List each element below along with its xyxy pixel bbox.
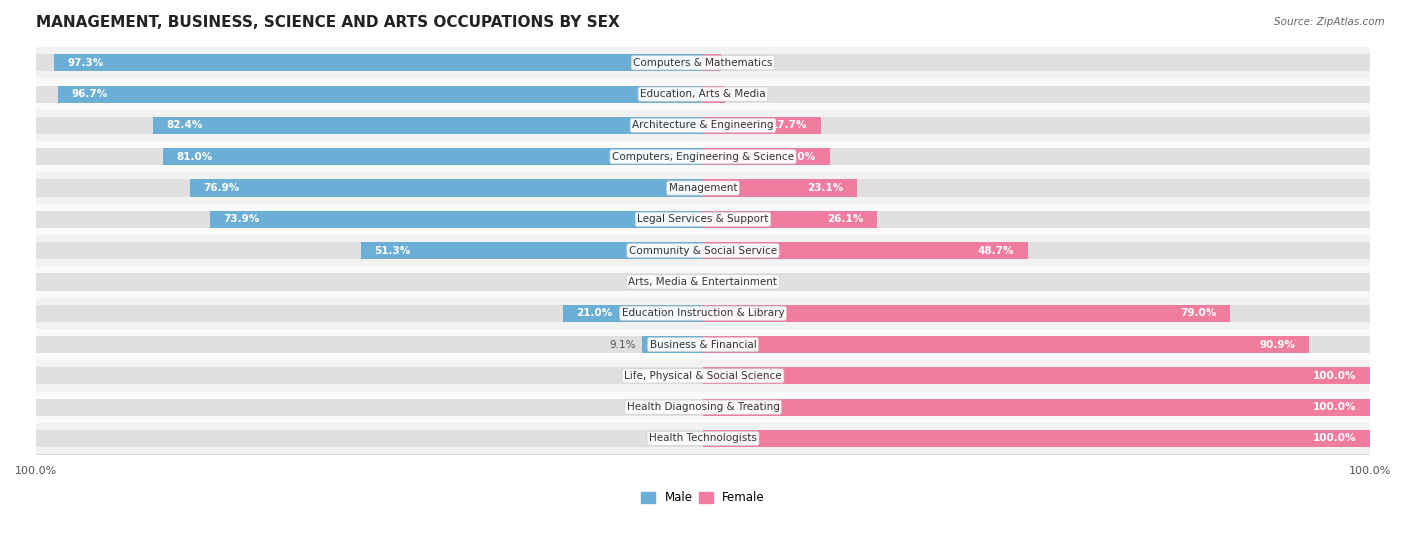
Bar xyxy=(37,203,1369,235)
Text: 21.0%: 21.0% xyxy=(576,308,613,318)
Bar xyxy=(703,179,858,197)
Text: Arts, Media & Entertainment: Arts, Media & Entertainment xyxy=(628,277,778,287)
Text: 9.1%: 9.1% xyxy=(609,339,636,349)
Text: Architecture & Engineering: Architecture & Engineering xyxy=(633,120,773,130)
Bar xyxy=(643,336,703,353)
Bar xyxy=(37,297,1369,329)
Bar xyxy=(37,399,1369,416)
Text: Education, Arts & Media: Education, Arts & Media xyxy=(640,89,766,99)
Bar xyxy=(37,266,1369,297)
Text: 26.1%: 26.1% xyxy=(828,214,863,224)
Bar xyxy=(703,336,1309,353)
Bar xyxy=(703,399,1369,416)
Bar xyxy=(703,430,1369,447)
Text: Life, Physical & Social Science: Life, Physical & Social Science xyxy=(624,371,782,381)
Text: 48.7%: 48.7% xyxy=(979,245,1015,255)
Bar xyxy=(37,179,1369,197)
Bar xyxy=(37,360,1369,391)
Bar xyxy=(37,242,1369,259)
Text: Legal Services & Support: Legal Services & Support xyxy=(637,214,769,224)
Bar xyxy=(703,305,1230,322)
Bar xyxy=(703,54,721,72)
Bar xyxy=(58,86,703,103)
Text: 79.0%: 79.0% xyxy=(1180,308,1216,318)
Text: 76.9%: 76.9% xyxy=(204,183,240,193)
Bar xyxy=(163,148,703,165)
Text: Community & Social Service: Community & Social Service xyxy=(628,245,778,255)
Bar xyxy=(562,305,703,322)
Text: Management: Management xyxy=(669,183,737,193)
Text: 0.0%: 0.0% xyxy=(671,402,696,412)
Bar xyxy=(209,211,703,228)
Text: 17.7%: 17.7% xyxy=(772,120,807,130)
Text: 0.0%: 0.0% xyxy=(671,371,696,381)
Text: 73.9%: 73.9% xyxy=(224,214,260,224)
Text: 3.3%: 3.3% xyxy=(731,89,758,99)
Bar xyxy=(37,211,1369,228)
Text: 100.0%: 100.0% xyxy=(1313,433,1357,443)
Bar xyxy=(703,86,725,103)
Bar xyxy=(153,117,703,134)
Text: Computers, Engineering & Science: Computers, Engineering & Science xyxy=(612,151,794,162)
Bar xyxy=(703,367,1369,385)
Bar xyxy=(37,78,1369,110)
Bar xyxy=(37,148,1369,165)
Bar xyxy=(37,235,1369,266)
Text: 90.9%: 90.9% xyxy=(1260,339,1296,349)
Text: 2.7%: 2.7% xyxy=(728,58,754,68)
Bar xyxy=(37,54,1369,72)
Bar xyxy=(703,242,1028,259)
Text: 100.0%: 100.0% xyxy=(1313,402,1357,412)
Bar xyxy=(37,336,1369,353)
Bar xyxy=(361,242,703,259)
Bar xyxy=(190,179,703,197)
Text: Health Diagnosing & Treating: Health Diagnosing & Treating xyxy=(627,402,779,412)
Bar xyxy=(37,117,1369,134)
Bar xyxy=(37,329,1369,360)
Bar xyxy=(37,423,1369,454)
Bar xyxy=(37,86,1369,103)
Text: 0.0%: 0.0% xyxy=(710,277,735,287)
Text: 23.1%: 23.1% xyxy=(807,183,844,193)
Bar xyxy=(703,148,830,165)
Text: 97.3%: 97.3% xyxy=(67,58,104,68)
Legend: Male, Female: Male, Female xyxy=(637,486,769,509)
Text: 51.3%: 51.3% xyxy=(374,245,411,255)
Text: 100.0%: 100.0% xyxy=(1313,371,1357,381)
Bar xyxy=(37,273,1369,291)
Bar xyxy=(703,117,821,134)
Text: Source: ZipAtlas.com: Source: ZipAtlas.com xyxy=(1274,17,1385,27)
Text: Computers & Mathematics: Computers & Mathematics xyxy=(633,58,773,68)
Text: Education Instruction & Library: Education Instruction & Library xyxy=(621,308,785,318)
Bar xyxy=(37,110,1369,141)
Bar xyxy=(37,430,1369,447)
Bar xyxy=(703,211,877,228)
Bar xyxy=(37,305,1369,322)
Text: 0.0%: 0.0% xyxy=(671,433,696,443)
Bar xyxy=(53,54,703,72)
Text: 82.4%: 82.4% xyxy=(167,120,204,130)
Text: 81.0%: 81.0% xyxy=(176,151,212,162)
Bar xyxy=(37,47,1369,78)
Text: Health Technologists: Health Technologists xyxy=(650,433,756,443)
Bar xyxy=(37,367,1369,385)
Bar xyxy=(37,391,1369,423)
Text: 96.7%: 96.7% xyxy=(72,89,108,99)
Bar xyxy=(37,141,1369,172)
Text: Business & Financial: Business & Financial xyxy=(650,339,756,349)
Text: 0.0%: 0.0% xyxy=(671,277,696,287)
Text: MANAGEMENT, BUSINESS, SCIENCE AND ARTS OCCUPATIONS BY SEX: MANAGEMENT, BUSINESS, SCIENCE AND ARTS O… xyxy=(37,15,620,30)
Text: 19.0%: 19.0% xyxy=(780,151,817,162)
Bar xyxy=(37,172,1369,203)
